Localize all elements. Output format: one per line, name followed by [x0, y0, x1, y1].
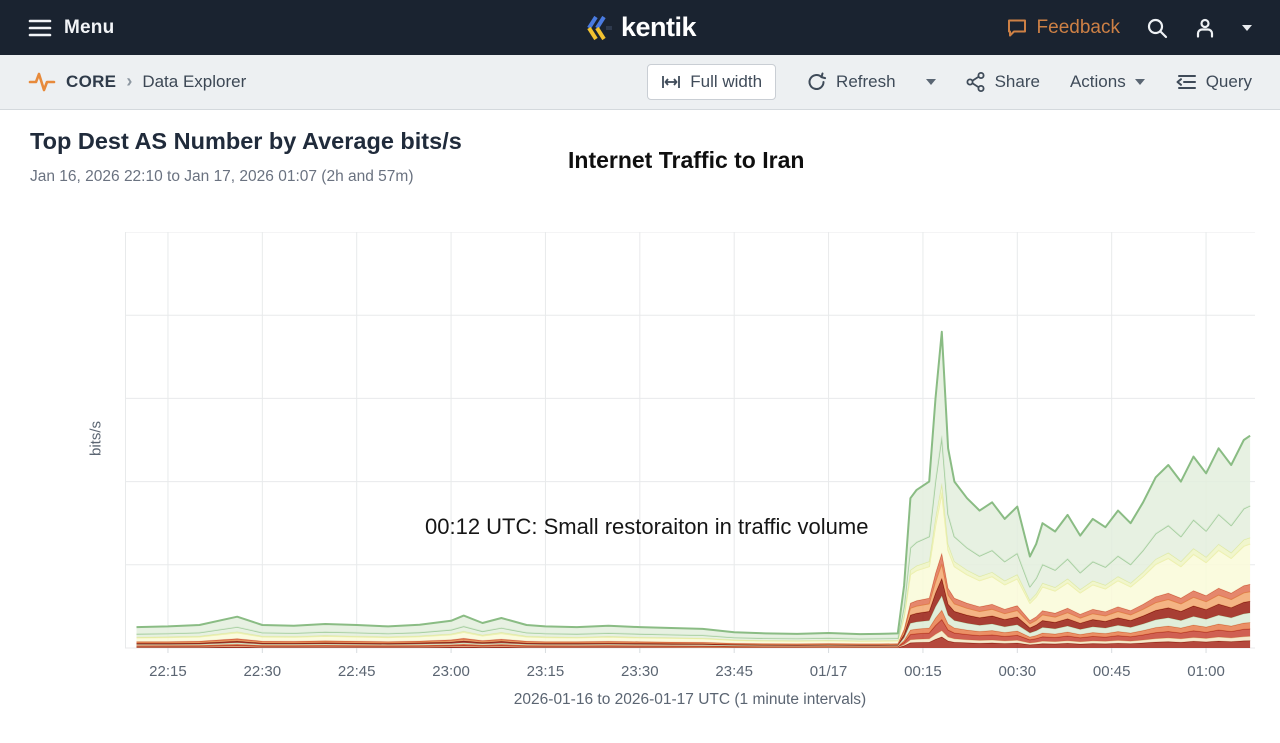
- traffic-chart-svg[interactable]: 22:15 22:30 22:45 23:00 23:15 23:30 23:45 01/17…: [125, 232, 1255, 712]
- feedback-label: Feedback: [1036, 16, 1120, 38]
- svg-text:22:45: 22:45: [338, 663, 376, 680]
- svg-text:01:00: 01:00: [1187, 663, 1225, 680]
- top-header: Menu kentik: [0, 0, 1280, 55]
- query-icon: [1175, 73, 1197, 91]
- search-icon[interactable]: [1146, 17, 1168, 39]
- actions-label: Actions: [1069, 72, 1126, 91]
- refresh-button[interactable]: Refresh: [806, 72, 896, 92]
- share-icon: [966, 72, 986, 92]
- svg-text:00:45: 00:45: [1093, 663, 1131, 680]
- svg-text:00:30: 00:30: [999, 663, 1037, 680]
- svg-text:23:15: 23:15: [527, 663, 565, 680]
- svg-text:23:00: 23:00: [432, 663, 470, 680]
- event-annotation: 00:12 UTC: Small restoraiton in traffic …: [425, 514, 869, 539]
- time-range-subtitle: Jan 16, 2026 22:10 to Jan 17, 2026 01:07…: [30, 168, 414, 185]
- account-icon[interactable]: [1194, 17, 1216, 39]
- y-axis-label: bits/s: [87, 421, 105, 457]
- full-width-button[interactable]: Full width: [647, 64, 777, 100]
- query-label: Query: [1205, 72, 1252, 91]
- svg-text:2026-01-16 to 2026-01-17 UTC (: 2026-01-16 to 2026-01-17 UTC (1 minute i…: [514, 691, 866, 708]
- chart-heading-overlay: Internet Traffic to Iran: [568, 147, 805, 173]
- page-toolbar: CORE › Data Explorer Full width Refresh: [0, 55, 1280, 110]
- breadcrumb-chevron-icon: ›: [126, 70, 133, 91]
- header-actions: Feedback: [1006, 17, 1252, 39]
- full-width-icon: [661, 74, 681, 90]
- svg-text:23:30: 23:30: [621, 663, 659, 680]
- query-button[interactable]: Query: [1175, 72, 1252, 92]
- breadcrumb: CORE › Data Explorer: [28, 69, 246, 95]
- menu-button[interactable]: Menu: [28, 17, 114, 39]
- actions-button[interactable]: Actions: [1070, 72, 1145, 92]
- svg-text:22:15: 22:15: [149, 663, 187, 680]
- refresh-caret-icon[interactable]: [925, 79, 936, 85]
- menu-label: Menu: [64, 16, 115, 38]
- feedback-button[interactable]: Feedback: [1006, 17, 1120, 39]
- svg-text:00:15: 00:15: [904, 663, 942, 680]
- share-label: Share: [994, 72, 1040, 91]
- breadcrumb-section[interactable]: CORE: [66, 72, 117, 91]
- share-button[interactable]: Share: [966, 72, 1040, 92]
- brand-logo[interactable]: kentik: [584, 0, 697, 55]
- svg-text:23:45: 23:45: [715, 663, 753, 680]
- refresh-label: Refresh: [836, 72, 896, 91]
- full-width-label: Full width: [690, 72, 763, 91]
- svg-text:22:30: 22:30: [244, 663, 282, 680]
- svg-text:01/17: 01/17: [810, 663, 848, 680]
- toolbar-actions: Full width Refresh Share Actions: [647, 64, 1252, 100]
- account-caret-icon[interactable]: [1242, 24, 1252, 31]
- core-pulse-icon: [28, 69, 56, 95]
- page-title: Top Dest AS Number by Average bits/s: [30, 128, 462, 154]
- speech-bubble-icon: [1006, 18, 1028, 38]
- refresh-icon: [806, 72, 827, 92]
- actions-caret-icon: [1134, 79, 1145, 85]
- hamburger-icon: [28, 18, 52, 38]
- breadcrumb-page: Data Explorer: [142, 72, 247, 91]
- brand-wordmark: kentik: [620, 12, 697, 42]
- kentik-mark-icon: [584, 13, 614, 43]
